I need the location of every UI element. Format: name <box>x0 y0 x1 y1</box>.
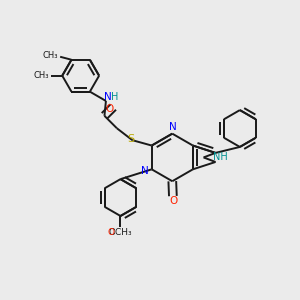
Text: CH₃: CH₃ <box>33 71 49 80</box>
Text: NH: NH <box>212 152 227 162</box>
Text: S: S <box>127 134 134 144</box>
Text: O: O <box>107 228 114 237</box>
Text: H: H <box>111 92 118 101</box>
Text: O: O <box>106 104 114 114</box>
Text: CH₃: CH₃ <box>42 51 58 60</box>
Text: O: O <box>169 196 178 206</box>
Text: N: N <box>141 166 148 176</box>
Text: OCH₃: OCH₃ <box>108 228 132 237</box>
Text: N: N <box>169 122 177 132</box>
Text: N: N <box>104 92 112 101</box>
